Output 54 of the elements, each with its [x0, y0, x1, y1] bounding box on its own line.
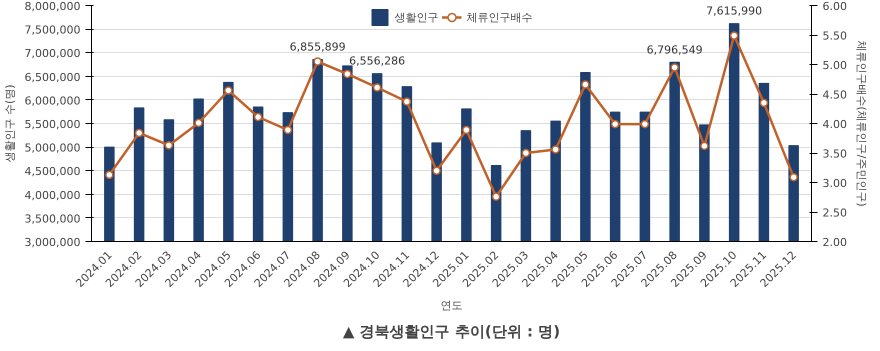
- legend-label: 체류인구배수: [466, 10, 532, 24]
- point: [581, 80, 590, 89]
- point: [700, 142, 709, 150]
- point: [284, 126, 292, 134]
- y-tick-label: 5,000,000: [24, 142, 80, 155]
- point: [343, 70, 352, 78]
- y-tick-label: 5,500,000: [24, 118, 80, 131]
- point: [670, 63, 679, 72]
- point: [551, 145, 560, 154]
- x-axis-title: 연도: [440, 299, 462, 312]
- point: [760, 98, 768, 108]
- data-label: 6,556,286: [349, 54, 406, 68]
- y2-tick-label: 4.50: [822, 88, 847, 102]
- point: [224, 86, 233, 95]
- y2-tick-label: 6.00: [822, 0, 847, 13]
- point: [372, 83, 382, 92]
- point: [789, 172, 798, 182]
- y2-tick-label: 4.00: [822, 118, 847, 131]
- data-label: 6,796,549: [646, 43, 703, 56]
- point: [313, 57, 322, 66]
- y-tick-label: 3,000,000: [24, 236, 80, 249]
- y-tick-label: 8,000,000: [24, 0, 80, 13]
- y-axis-title: 생활인구 수(명): [4, 84, 17, 163]
- y-tick-label: 7,500,000: [24, 24, 80, 37]
- text: ▲ 경북생활인구 추이(단위 : 명): [342, 322, 560, 340]
- point: [522, 148, 530, 158]
- point: [610, 120, 620, 128]
- point: [432, 166, 441, 175]
- point: [164, 141, 174, 150]
- point: [492, 192, 500, 201]
- y-tick-label: 4,500,000: [24, 165, 80, 178]
- point: [254, 112, 262, 122]
- y2-tick-label: 5.50: [822, 30, 847, 42]
- y2-tick-label: 2.50: [822, 206, 847, 220]
- y2-tick-label: 3.00: [822, 177, 847, 190]
- y-tick-label: 6,000,000: [24, 94, 80, 108]
- y2-axis-title: 체류인구배수(체류인구/주민인구): [854, 40, 868, 207]
- legend-label: 생활인구: [394, 10, 438, 24]
- data-label: 7,615,990: [706, 4, 762, 18]
- y2-tick-label: 5.00: [822, 59, 847, 72]
- y2-tick-label: 2.00: [822, 236, 847, 249]
- y-tick-label: 4,000,000: [24, 188, 80, 202]
- y-tick-label: 3,500,000: [24, 212, 80, 226]
- point: [134, 128, 144, 138]
- point: [402, 97, 412, 106]
- point: [105, 170, 114, 180]
- point: [640, 120, 650, 128]
- y2-tick-label: 3.50: [822, 148, 847, 160]
- point: [194, 118, 203, 128]
- y-tick-label: 7,000,000: [24, 47, 80, 60]
- y-tick-label: 6,500,000: [24, 70, 80, 84]
- point: [730, 31, 738, 40]
- data-label: 6,855,899: [290, 40, 346, 54]
- point: [462, 126, 471, 134]
